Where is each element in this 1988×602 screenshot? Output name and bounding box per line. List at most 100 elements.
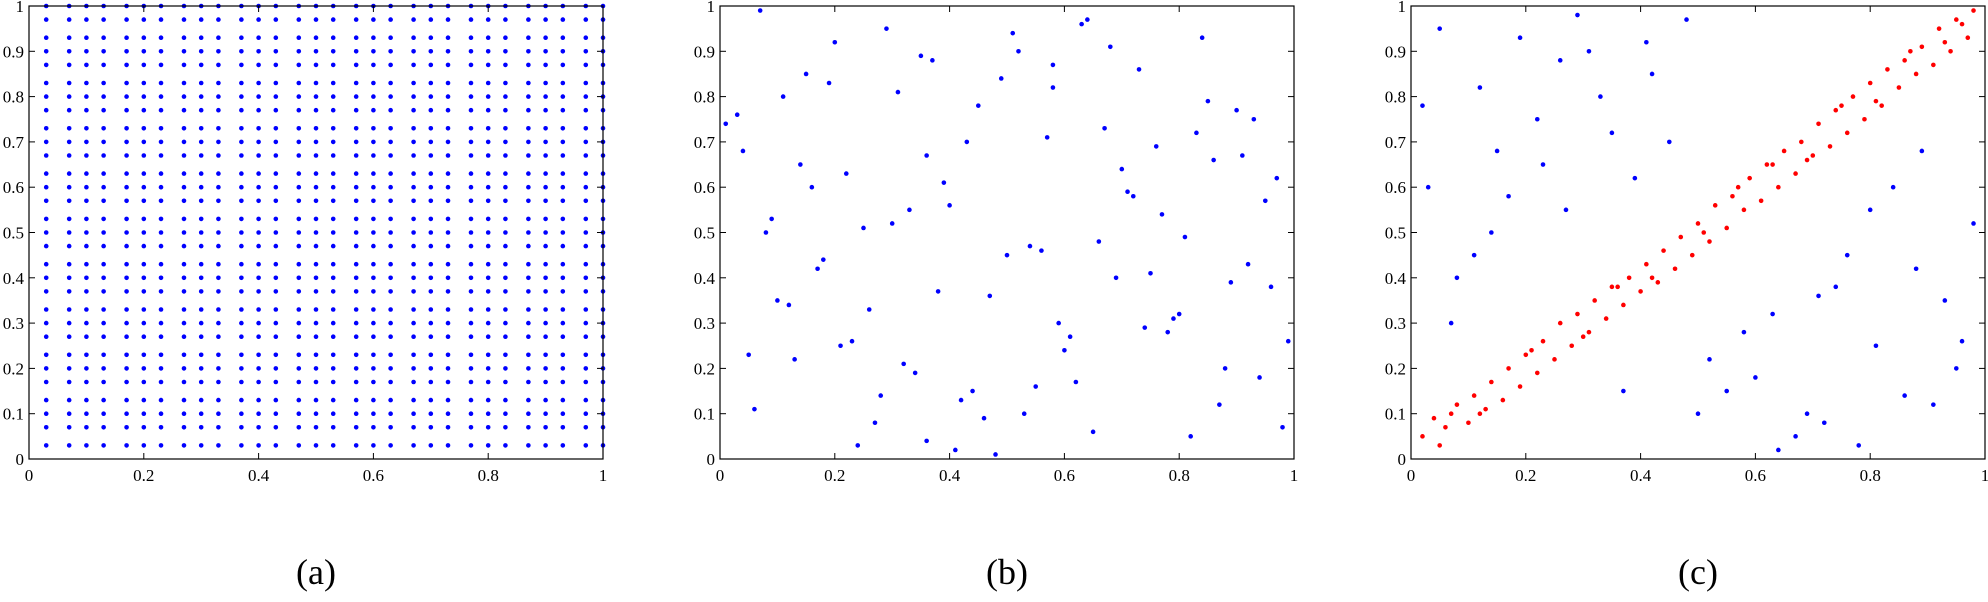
point	[124, 62, 129, 68]
point	[296, 411, 302, 417]
point	[216, 352, 221, 358]
point	[239, 126, 244, 131]
point	[353, 107, 359, 113]
point	[239, 424, 244, 430]
point	[101, 320, 106, 326]
point	[84, 230, 89, 235]
point	[239, 184, 244, 190]
point	[583, 184, 589, 190]
point	[1873, 343, 1879, 349]
point	[1263, 198, 1268, 204]
point	[468, 379, 474, 385]
point	[141, 275, 147, 281]
point	[411, 171, 416, 176]
point	[313, 80, 319, 86]
point	[353, 80, 359, 86]
point	[861, 225, 866, 231]
point	[256, 443, 261, 448]
point	[1730, 193, 1735, 199]
point	[445, 411, 451, 417]
point	[757, 8, 763, 13]
point	[560, 275, 566, 281]
point	[84, 49, 89, 54]
point	[101, 216, 106, 222]
point	[313, 366, 319, 371]
point	[216, 80, 221, 86]
point	[947, 203, 952, 208]
point	[256, 62, 261, 68]
point	[411, 35, 416, 41]
point	[884, 26, 889, 31]
point	[141, 94, 147, 99]
x-tick-label: 0.8	[478, 466, 499, 485]
y-tick-label: 0.1	[694, 405, 715, 424]
point	[1621, 388, 1626, 394]
point	[1644, 39, 1649, 45]
point	[388, 424, 393, 430]
y-tick-label: 0.5	[1385, 224, 1406, 243]
panel: 0 0.2 0.4 0.6 0.8 1 0 0.1 0.2 0.3 0.4 0.5 0.6 0.7 0.8 0…	[694, 0, 1299, 592]
point	[273, 352, 279, 358]
point	[330, 62, 336, 68]
point	[1540, 162, 1546, 167]
point	[313, 139, 319, 145]
point	[388, 243, 393, 249]
point	[1684, 17, 1689, 22]
point	[1827, 144, 1833, 149]
point	[330, 198, 336, 204]
point	[526, 49, 531, 54]
point	[998, 76, 1004, 81]
point	[1724, 225, 1729, 231]
point	[543, 35, 548, 41]
point	[101, 139, 106, 145]
point	[256, 49, 261, 54]
point	[445, 62, 451, 68]
point	[872, 420, 878, 426]
point	[485, 153, 491, 158]
point	[1821, 420, 1827, 426]
point	[1506, 366, 1511, 371]
point	[1735, 184, 1741, 190]
point	[560, 139, 566, 145]
point	[124, 424, 129, 430]
point	[485, 35, 491, 41]
point	[503, 261, 508, 267]
point	[239, 261, 244, 267]
point	[141, 443, 147, 448]
point	[526, 443, 531, 448]
point	[1839, 103, 1844, 108]
point	[428, 289, 434, 294]
point	[141, 424, 147, 430]
point	[84, 94, 89, 99]
point	[66, 35, 72, 41]
point	[330, 230, 336, 235]
point	[468, 153, 474, 158]
point	[101, 49, 106, 54]
point	[66, 243, 72, 249]
point	[84, 184, 89, 190]
point	[1856, 443, 1862, 448]
point	[43, 307, 49, 312]
point	[445, 243, 451, 249]
point	[468, 62, 474, 68]
point	[485, 198, 491, 204]
point	[101, 35, 106, 41]
point	[141, 198, 147, 204]
point	[141, 352, 147, 358]
point	[273, 17, 279, 22]
point	[296, 424, 302, 430]
point	[526, 334, 531, 339]
point	[101, 198, 106, 204]
x-tick-label: 0.4	[1630, 466, 1652, 485]
point	[1695, 411, 1701, 417]
y-tick-label: 0.1	[1385, 405, 1406, 424]
point	[503, 139, 508, 145]
point	[371, 334, 376, 339]
point	[1563, 207, 1569, 213]
y-tick-label: 0	[707, 450, 716, 469]
point	[388, 352, 393, 358]
point	[330, 80, 336, 86]
point	[101, 153, 106, 158]
point	[445, 334, 451, 339]
